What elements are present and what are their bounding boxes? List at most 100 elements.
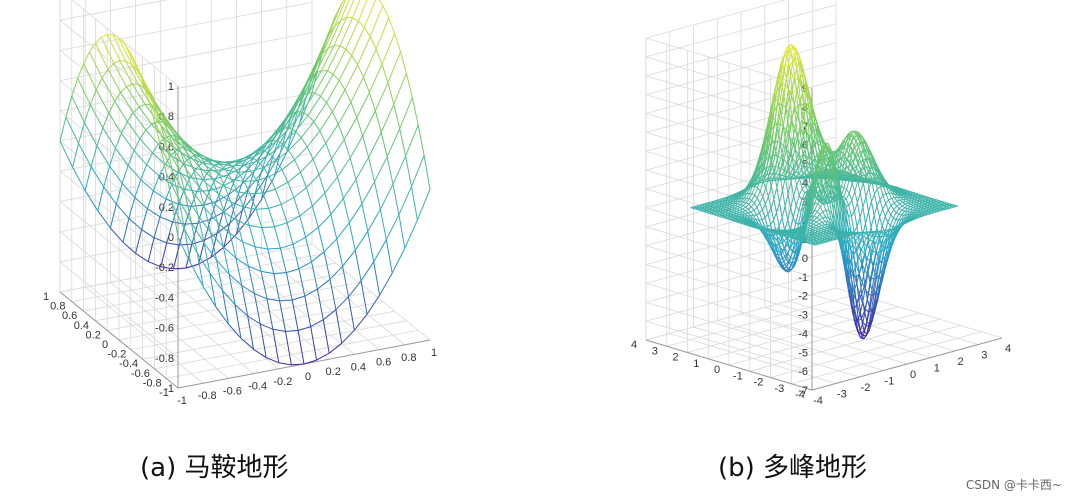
mesh-segment (855, 316, 859, 332)
mesh-segment (867, 226, 872, 241)
mesh-segment (326, 80, 340, 103)
mesh-segment (113, 63, 127, 87)
mesh-segment (851, 183, 856, 192)
z-tick-label: -3 (798, 310, 808, 322)
mesh-segment (186, 152, 194, 169)
mesh-segment (861, 142, 865, 150)
mesh-segment (209, 178, 216, 191)
peaks-ticks: -7-6-5-4-3-2-10123456789-4-3-2-101234-4-… (631, 83, 1011, 407)
mesh-segment (813, 130, 818, 142)
mesh-segment (160, 266, 174, 270)
mesh-segment (234, 304, 249, 317)
mesh-segment (790, 170, 795, 182)
mesh-segment (820, 161, 825, 172)
mesh-segment (781, 240, 785, 244)
mesh-segment (146, 164, 160, 177)
mesh-segment (795, 205, 800, 211)
mesh-segment (822, 153, 827, 161)
mesh-segment (275, 181, 289, 190)
z-tick-label: -7 (798, 385, 808, 397)
mesh-segment (375, 17, 390, 50)
mesh-segment (846, 145, 850, 151)
mesh-segment (861, 263, 866, 271)
mesh-segment (866, 237, 870, 241)
mesh-segment (356, 117, 364, 137)
mesh-segment (864, 288, 869, 294)
mesh-segment (335, 3, 342, 16)
mesh-segment (299, 205, 313, 217)
mesh-segment (876, 188, 881, 200)
mesh-segment (835, 152, 839, 156)
mesh-segment (248, 265, 262, 272)
mesh-segment (95, 36, 102, 44)
mesh-segment (289, 127, 296, 132)
mesh-segment (759, 212, 763, 220)
mesh-segment (872, 251, 877, 264)
mesh-segment (851, 191, 856, 201)
mesh-segment (126, 121, 141, 140)
z-tick-label: -0.8 (155, 353, 174, 365)
mesh-segment (817, 193, 821, 198)
mesh-segment (824, 216, 829, 222)
mesh-segment (866, 248, 871, 259)
mesh-segment (846, 150, 851, 156)
mesh-segment (780, 145, 785, 159)
mesh-segment (849, 150, 853, 156)
mesh-segment (198, 186, 206, 209)
mesh-segment (854, 180, 859, 192)
mesh-segment (112, 34, 120, 39)
mesh-segment (756, 202, 761, 208)
mesh-segment (761, 209, 766, 218)
mesh-segment (186, 152, 201, 168)
mesh-segment (864, 269, 869, 276)
mesh-segment (822, 149, 827, 154)
mesh-segment (783, 266, 787, 269)
mesh-segment (345, 20, 359, 50)
mesh-segment (789, 236, 793, 242)
mesh-segment (875, 243, 879, 253)
mesh-segment (819, 214, 823, 219)
mesh-segment (849, 236, 853, 240)
mesh-segment (770, 198, 775, 209)
mesh-segment (248, 194, 256, 219)
mesh-segment (354, 313, 368, 331)
mesh-segment (306, 174, 320, 188)
mesh-segment (784, 244, 788, 249)
mesh-segment (296, 78, 311, 102)
y-tick-label: -0.6 (131, 368, 150, 380)
mesh-segment (196, 179, 204, 192)
mesh-segment (847, 251, 852, 262)
y-tick-label: 3 (652, 345, 658, 357)
mesh-segment (857, 236, 862, 241)
mesh-segment (823, 186, 827, 192)
mesh-segment (785, 143, 789, 164)
mesh-segment (767, 213, 772, 225)
x-tick-label: -3 (837, 389, 847, 401)
mesh-segment (65, 116, 79, 144)
mesh-segment (760, 177, 764, 182)
mesh-segment (765, 187, 769, 198)
mesh-segment (868, 187, 872, 202)
mesh-segment (400, 51, 407, 74)
mesh-segment (822, 199, 827, 204)
mesh-segment (279, 300, 286, 332)
wall-gridline (645, 61, 837, 114)
mesh-segment (203, 201, 217, 206)
mesh-segment (873, 263, 877, 265)
mesh-segment (373, 261, 381, 296)
mesh-segment (854, 147, 859, 155)
mesh-segment (799, 157, 803, 175)
mesh-segment (244, 164, 252, 172)
mesh-segment (311, 261, 318, 290)
mesh-segment (790, 181, 795, 197)
mesh-segment (849, 160, 853, 165)
mesh-segment (787, 44, 791, 52)
mesh-segment (849, 234, 853, 238)
mesh-segment (140, 179, 154, 192)
mesh-segment (862, 182, 867, 197)
mesh-segment (792, 45, 797, 53)
mesh-segment (804, 189, 809, 194)
mesh-segment (217, 193, 232, 203)
mesh-segment (269, 153, 277, 161)
mesh-segment (838, 172, 843, 187)
